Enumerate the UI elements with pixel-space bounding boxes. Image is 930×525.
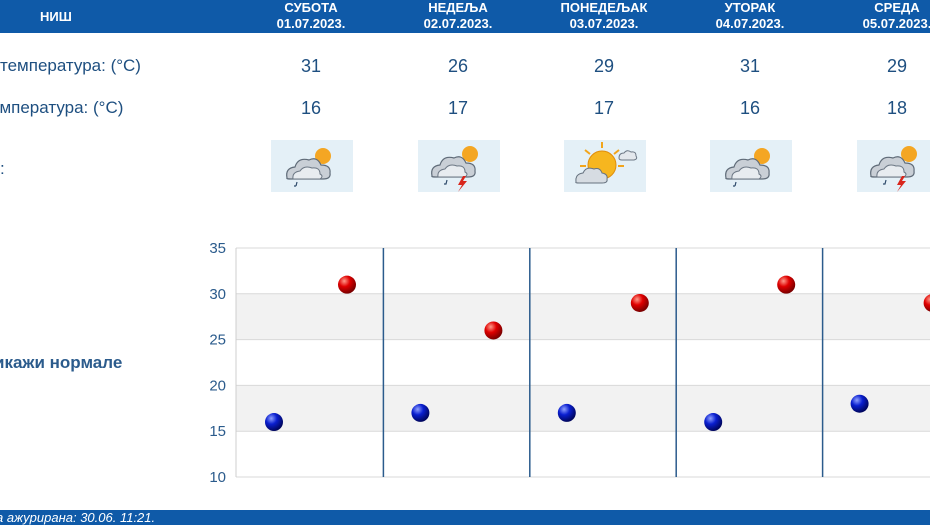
max-temp-value: 29	[593, 56, 615, 76]
max-temp-label: температура: (°C)	[0, 56, 141, 75]
temperature-chart: 35 30 25 20 15 10	[209, 240, 930, 486]
chart-background-bands	[236, 293, 930, 432]
day-date: 03.07.2023.	[569, 16, 639, 31]
y-tick-label: 10	[209, 469, 226, 486]
cloud-sun-thunderstorm-icon	[857, 140, 930, 192]
max-temp-point	[777, 275, 796, 294]
y-tick-label: 15	[209, 423, 226, 440]
header-bar	[0, 0, 930, 33]
weather-label: :	[0, 159, 5, 178]
min-temp-value: 16	[300, 98, 322, 118]
y-tick-label: 35	[209, 240, 226, 257]
cloud-sun-rain-icon	[710, 140, 792, 192]
day-header-5: СРЕДА 05.07.2023.	[822, 0, 930, 32]
cloud-sun-rain-icon	[271, 140, 353, 192]
min-temp-point	[411, 403, 430, 422]
y-tick-label: 30	[209, 286, 226, 303]
chart-band	[236, 385, 930, 432]
day-date: 04.07.2023.	[715, 16, 785, 31]
day-date: 02.07.2023.	[423, 16, 493, 31]
chart-gridlines	[235, 247, 930, 478]
y-tick-label: 20	[209, 377, 226, 394]
y-tick-label: 25	[209, 332, 226, 349]
min-temp-point	[850, 394, 869, 413]
min-temp-label: емпература: (°C)	[0, 98, 124, 117]
min-temp-point	[265, 413, 283, 432]
chart-day-dividers	[382, 248, 824, 477]
day-date: 01.07.2023.	[276, 16, 346, 31]
max-temp-value: 29	[886, 56, 908, 76]
max-temp-value: 31	[300, 56, 322, 76]
day-name: СРЕДА	[874, 0, 920, 15]
day-name: НЕДЕЉА	[428, 0, 488, 15]
min-temp-value: 18	[886, 98, 908, 118]
chart-points	[265, 275, 930, 432]
min-temp-value: 16	[739, 98, 761, 118]
max-temp-point	[630, 293, 649, 312]
max-temp-point	[338, 275, 356, 294]
show-normals-link[interactable]: икажи нормале	[0, 353, 123, 372]
last-updated-text: а ажурирана: 30.06. 11:21.	[0, 510, 156, 525]
city-name: НИШ	[40, 9, 72, 24]
footer-bar	[0, 510, 930, 525]
day-name: УТОРАК	[724, 0, 776, 15]
min-temp-value: 17	[593, 98, 615, 118]
day-name: ПОНЕДЕЉАК	[560, 0, 648, 15]
max-temp-value: 26	[447, 56, 469, 76]
min-temp-point	[557, 403, 576, 422]
min-temp-point	[704, 413, 723, 432]
day-header-1: СУБОТА 01.07.2023.	[236, 0, 386, 32]
day-date: 05.07.2023.	[862, 16, 930, 31]
min-temp-value: 17	[447, 98, 469, 118]
day-header-2: НЕДЕЉА 02.07.2023.	[383, 0, 533, 32]
sun-cloud-icon	[564, 140, 646, 192]
cloud-sun-thunderstorm-icon	[418, 140, 500, 192]
max-temp-point	[923, 294, 930, 312]
chart-y-axis: 35 30 25 20 15 10	[209, 240, 226, 486]
max-temp-value: 31	[739, 56, 761, 76]
day-name: СУБОТА	[284, 0, 338, 15]
day-header-3: ПОНЕДЕЉАК 03.07.2023.	[529, 0, 679, 32]
day-header-4: УТОРАК 04.07.2023.	[675, 0, 825, 32]
max-temp-point	[484, 321, 503, 340]
chart-band	[236, 293, 930, 340]
